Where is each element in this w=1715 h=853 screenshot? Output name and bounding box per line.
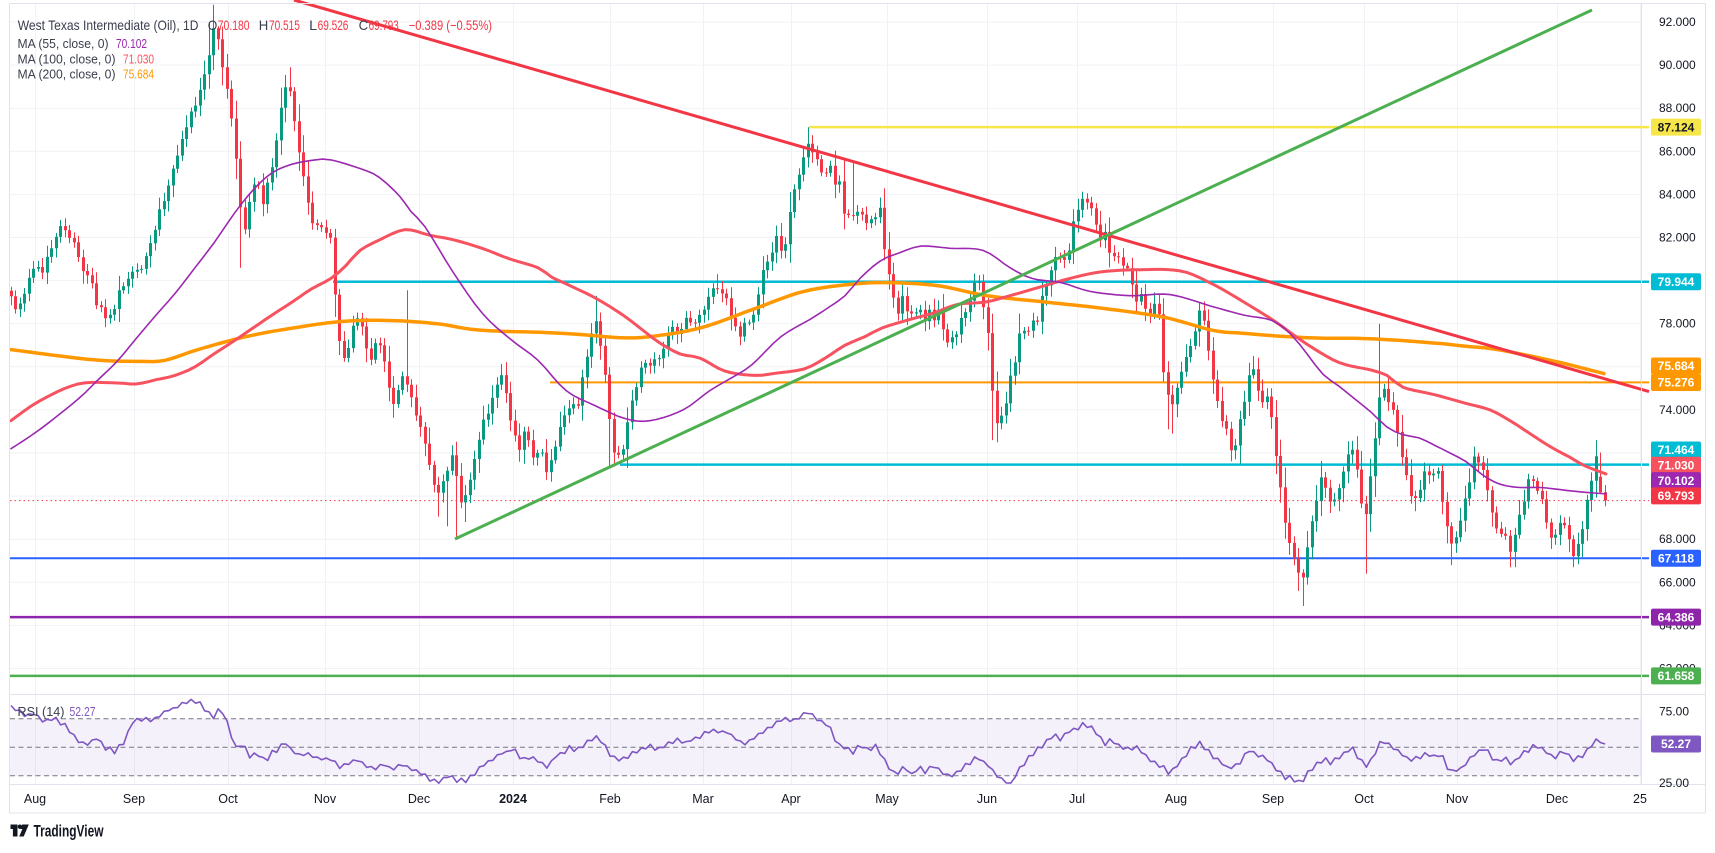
svg-text:West Texas Intermediate (Oil),: West Texas Intermediate (Oil), 1D (18, 17, 199, 33)
svg-text:71.030: 71.030 (123, 52, 154, 66)
svg-text:68.000: 68.000 (1659, 532, 1696, 546)
svg-text:Dec: Dec (1546, 792, 1568, 806)
svg-text:70.180: 70.180 (218, 17, 250, 33)
svg-text:25: 25 (1633, 792, 1647, 806)
svg-text:Feb: Feb (599, 792, 621, 806)
svg-text:MA (200, close, 0): MA (200, close, 0) (18, 68, 116, 82)
svg-text:75.684: 75.684 (123, 68, 154, 82)
svg-text:90.000: 90.000 (1659, 58, 1696, 72)
svg-text:L: L (309, 17, 317, 33)
svg-text:C: C (359, 17, 369, 33)
svg-text:92.000: 92.000 (1659, 15, 1696, 29)
svg-text:61.658: 61.658 (1658, 669, 1695, 683)
svg-text:71.464: 71.464 (1658, 443, 1695, 457)
svg-text:Mar: Mar (692, 792, 714, 806)
svg-text:75.684: 75.684 (1658, 359, 1695, 373)
svg-text:H: H (259, 17, 269, 33)
svg-text:Aug: Aug (1165, 792, 1187, 806)
svg-text:RSI (14): RSI (14) (18, 705, 65, 719)
svg-text:Nov: Nov (1446, 792, 1469, 806)
svg-text:79.944: 79.944 (1658, 275, 1695, 289)
svg-text:70.515: 70.515 (269, 17, 300, 33)
svg-text:82.000: 82.000 (1659, 231, 1696, 245)
svg-text:78.000: 78.000 (1659, 317, 1696, 331)
svg-text:25.00: 25.00 (1659, 776, 1689, 790)
svg-text:70.102: 70.102 (1658, 474, 1695, 488)
svg-text:Sep: Sep (1262, 792, 1284, 806)
svg-text:−0.389 (−0.55%): −0.389 (−0.55%) (409, 17, 492, 33)
svg-text:86.000: 86.000 (1659, 144, 1696, 158)
svg-text:69.793: 69.793 (369, 17, 399, 33)
svg-text:75.00: 75.00 (1659, 705, 1689, 719)
svg-text:75.276: 75.276 (1658, 376, 1695, 390)
svg-text:Aug: Aug (24, 792, 46, 806)
svg-text:67.118: 67.118 (1658, 551, 1694, 565)
svg-text:71.030: 71.030 (1658, 459, 1695, 473)
svg-text:MA (55, close, 0): MA (55, close, 0) (18, 37, 109, 51)
svg-text:May: May (875, 792, 899, 806)
svg-text:MA (100, close, 0): MA (100, close, 0) (18, 52, 116, 66)
svg-text:70.102: 70.102 (116, 37, 147, 51)
svg-text:84.000: 84.000 (1659, 187, 1696, 201)
svg-text:TradingView: TradingView (34, 823, 104, 841)
svg-text:Oct: Oct (218, 792, 238, 806)
svg-text:87.124: 87.124 (1658, 120, 1695, 134)
svg-text:74.000: 74.000 (1659, 403, 1696, 417)
svg-text:Dec: Dec (408, 792, 430, 806)
svg-text:2024: 2024 (499, 792, 527, 806)
svg-text:52.27: 52.27 (70, 705, 96, 719)
svg-text:Sep: Sep (123, 792, 145, 806)
svg-text:69.526: 69.526 (318, 17, 349, 33)
svg-text:88.000: 88.000 (1659, 101, 1696, 115)
svg-text:Jul: Jul (1069, 792, 1085, 806)
svg-text:69.793: 69.793 (1658, 489, 1695, 503)
svg-text:Jun: Jun (977, 792, 997, 806)
svg-text:Nov: Nov (314, 792, 337, 806)
svg-text:64.386: 64.386 (1658, 610, 1695, 624)
svg-text:52.27: 52.27 (1661, 737, 1691, 751)
svg-text:66.000: 66.000 (1659, 575, 1696, 589)
svg-text:O: O (208, 17, 218, 33)
svg-text:Oct: Oct (1354, 792, 1374, 806)
svg-text:Apr: Apr (781, 792, 800, 806)
